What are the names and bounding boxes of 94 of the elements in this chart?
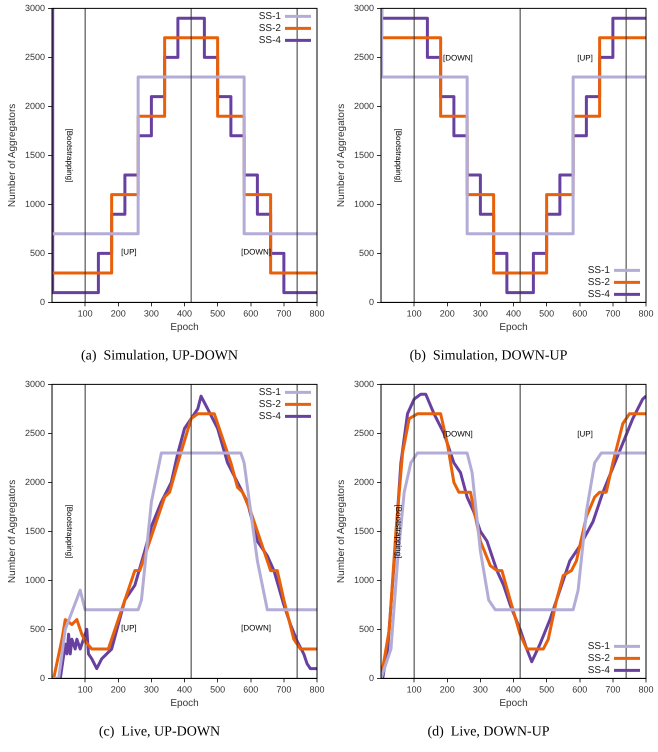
x-tick-label: 500 [539,308,554,318]
x-tick-label: 300 [144,308,159,318]
text: (c) Live, UP-DOWN [98,724,220,740]
x-tick-label: 500 [539,684,554,694]
legend-label: SS-1 [258,11,282,22]
x-tick-label: 400 [506,684,522,694]
y-axis-title: Number of Aggregators [336,480,347,584]
x-axis-title: Epoch [499,322,528,333]
annotation: [Bootstrapping] [65,504,74,558]
y-tick-label: 2500 [24,52,46,62]
legend-label: SS-2 [588,277,610,288]
y-tick-label: 1000 [24,574,46,585]
x-tick-label: 800 [309,308,325,318]
x-tick-label: 600 [572,684,588,694]
y-tick-label: 1000 [354,198,374,209]
x-tick-label: 300 [144,684,159,694]
x-axis-title: Epoch [499,698,528,709]
y-tick-label: 1500 [24,526,46,536]
x-tick-label: 500 [210,684,226,694]
y-tick-label: 1500 [24,150,46,160]
x-tick-label: 600 [243,684,258,694]
y-tick-label: 1000 [354,574,374,585]
y-tick-label: 500 [30,624,46,634]
y-tick-label: 3000 [24,378,46,389]
x-tick-label: 400 [506,308,522,318]
x-tick-label: 200 [110,684,126,694]
legend-label: SS-2 [258,399,282,410]
legend-label: SS-4 [258,411,282,422]
y-tick-label: 500 [30,248,46,258]
y-tick-label: 2000 [354,476,374,487]
y-tick-label: 0 [369,296,374,307]
y-tick-label: 2000 [24,100,46,111]
x-tick-label: 700 [605,684,620,694]
y-axis-title: Number of Aggregators [6,480,18,584]
annotation: [UP] [577,430,593,439]
y-tick-label: 3000 [24,2,46,13]
legend-label: SS-1 [258,387,282,398]
x-tick-label: 700 [605,308,620,318]
x-axis-title: Epoch [170,322,199,333]
x-tick-label: 100 [78,308,93,318]
x-tick-label: 300 [472,684,488,694]
y-tick-label: 0 [40,672,46,683]
x-tick-label: 200 [440,684,455,694]
text: (b) Simulation, DOWN-UP [410,348,568,364]
x-tick-label: 300 [472,308,488,318]
x-tick-label: 100 [78,684,93,694]
y-tick-label: 2500 [24,428,46,438]
y-axis-title: Number of Aggregators [6,104,18,208]
text: (a) Simulation, UP-DOWN [80,348,238,364]
x-tick-label: 200 [440,308,455,318]
x-tick-label: 800 [638,684,654,694]
x-tick-label: 700 [276,684,292,694]
x-axis-title: Epoch [170,698,199,709]
y-tick-label: 1500 [354,150,374,160]
annotation: [UP] [577,54,593,63]
legend-label: SS-1 [588,641,610,652]
y-tick-label: 2500 [354,428,374,438]
y-tick-label: 2500 [354,52,374,62]
legend-label: SS-4 [588,289,610,300]
annotation: [UP] [121,248,137,257]
x-tick-label: 400 [176,308,192,318]
y-tick-label: 3000 [354,2,374,13]
y-tick-label: 0 [40,296,46,307]
annotation: [Bootstrapping] [394,504,404,558]
x-tick-label: 500 [210,308,226,318]
x-tick-label: 100 [406,308,422,318]
annotation: [Bootstrapping] [394,128,404,182]
y-tick-label: 3000 [354,378,374,389]
x-tick-label: 200 [110,308,126,318]
y-tick-label: 500 [358,248,374,258]
text: (d) Live, DOWN-UP [427,724,550,740]
legend-label: SS-4 [588,665,610,676]
x-tick-label: 400 [176,684,192,694]
x-tick-label: 800 [309,684,325,694]
x-tick-label: 100 [406,684,422,694]
x-tick-label: 600 [243,308,258,318]
y-tick-label: 500 [358,624,374,634]
annotation: [Bootstrapping] [65,128,74,182]
y-tick-label: 1000 [24,198,46,209]
x-tick-label: 600 [572,308,588,318]
annotation: [DOWN] [241,624,271,633]
annotation: [DOWN] [442,54,473,63]
legend-label: SS-1 [588,265,610,276]
y-tick-label: 2000 [24,476,46,487]
legend-label: SS-2 [258,23,282,34]
y-axis-title: Number of Aggregators [336,104,347,208]
legend-label: SS-2 [588,653,610,664]
x-tick-label: 800 [638,308,654,318]
y-tick-label: 1500 [354,526,374,536]
annotation: [UP] [121,624,137,633]
x-tick-label: 700 [276,308,292,318]
legend-label: SS-4 [258,35,282,46]
y-tick-label: 0 [369,672,374,683]
y-tick-label: 2000 [354,100,374,111]
